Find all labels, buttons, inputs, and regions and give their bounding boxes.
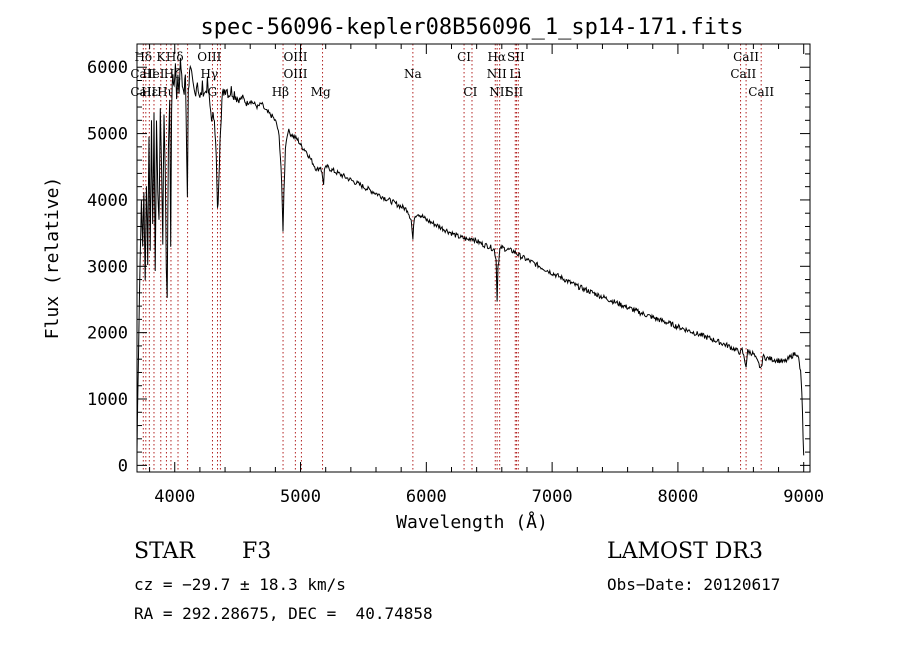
x-tick-label-7000: 7000 [532, 487, 573, 507]
y-tick-label-2000: 2000 [87, 324, 128, 344]
line-label-25: CaII [733, 50, 759, 64]
line-label-15: Mg [311, 85, 331, 99]
line-label-5: Hε [141, 85, 158, 99]
line-label-7: Hζ [164, 67, 181, 81]
line-label-8: Hι [157, 85, 172, 99]
x-tick-label-5000: 5000 [280, 487, 321, 507]
spectrum-chart: spec-56096-kepler08B56096_1_sp14-171.fit… [42, 15, 824, 533]
y-tick-label-3000: 3000 [87, 257, 128, 277]
line-label-18: CI [463, 85, 477, 99]
line-label-27: CaII [748, 85, 774, 99]
chart-title: spec-56096-kepler08B56096_1_sp14-171.fit… [200, 15, 743, 40]
line-label-24: SII [506, 85, 524, 99]
line-label-9: OIII [197, 50, 221, 64]
x-tick-label-4000: 4000 [154, 487, 195, 507]
survey-name: LAMOST DR3 [607, 539, 763, 564]
line-label-3: K [156, 50, 166, 64]
x-tick-label-8000: 8000 [657, 487, 698, 507]
y-tick-label-0: 0 [118, 456, 128, 476]
object-type: STAR [134, 539, 195, 564]
x-axis-ticks: 4000 5000 6000 7000 8000 9000 [149, 44, 824, 507]
line-label-19: Hα [487, 50, 506, 64]
x-tick-label-6000: 6000 [406, 487, 447, 507]
y-axis-label: Flux (relative) [42, 177, 63, 340]
coordinates: RA = 292.28675, DEC = 40.74858 [134, 604, 433, 623]
line-label-14: OIII [283, 67, 307, 81]
redshift-velocity: cz = −29.7 ± 18.3 km/s [134, 575, 346, 594]
line-label-13: OIII [283, 50, 307, 64]
line-label-22: Li [509, 67, 521, 81]
x-tick-label-9000: 9000 [783, 487, 824, 507]
spectrum-line [136, 57, 805, 456]
y-axis-ticks: 0 1000 2000 3000 4000 5000 6000 [87, 53, 810, 476]
spectral-subclass: F3 [242, 539, 272, 564]
line-label-17: CI [457, 50, 471, 64]
line-label-21: NII [487, 67, 507, 81]
line-label-6: Hδ [166, 50, 184, 64]
line-label-26: CaII [730, 67, 756, 81]
y-tick-label-6000: 6000 [87, 58, 128, 78]
y-tick-label-4000: 4000 [87, 191, 128, 211]
line-label-23: NII [489, 85, 509, 99]
observation-date: Obs−Date: 20120617 [607, 575, 781, 594]
line-label-16: Na [404, 67, 422, 81]
line-label-11: G [208, 85, 218, 99]
emission-line-markers [142, 44, 762, 472]
x-axis-label: Wavelength (Å) [396, 511, 548, 533]
line-label-20: SII [507, 50, 525, 64]
y-tick-label-5000: 5000 [87, 125, 128, 145]
y-tick-label-1000: 1000 [87, 390, 128, 410]
line-label-12: Hβ [272, 85, 289, 99]
line-label-4: HeI [142, 67, 165, 81]
line-label-10: Hγ [201, 67, 219, 81]
plot-frame [136, 43, 811, 473]
